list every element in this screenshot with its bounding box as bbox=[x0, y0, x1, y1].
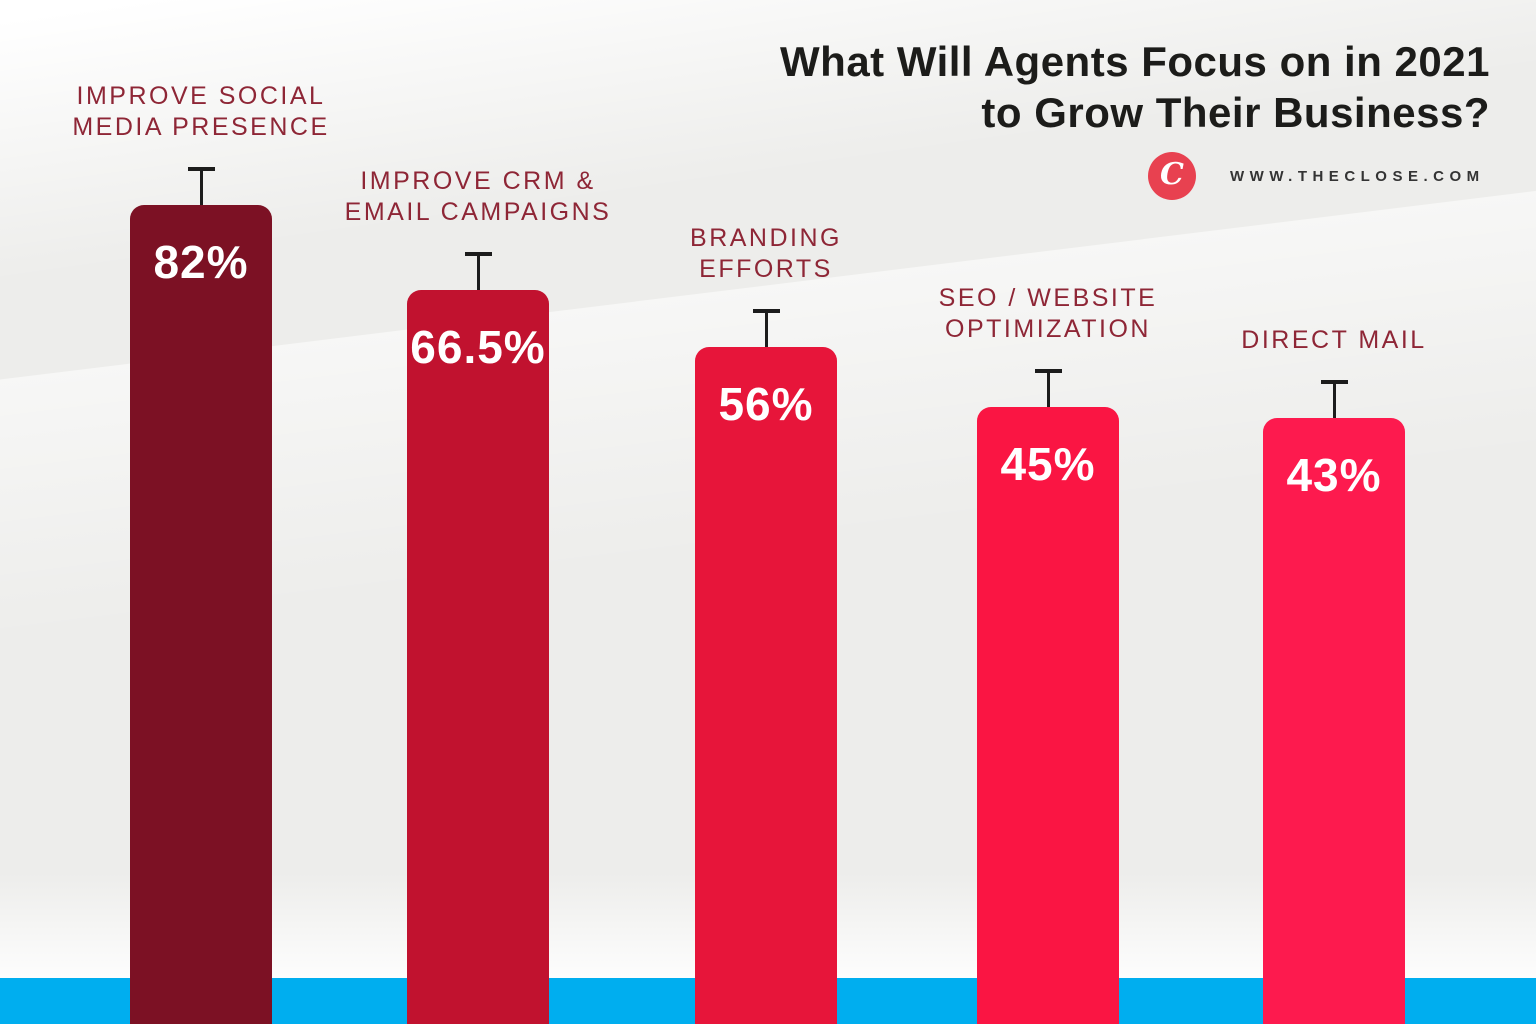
whisker-stem bbox=[1333, 382, 1336, 418]
source-url: WWW.THECLOSE.COM bbox=[1230, 167, 1485, 185]
error-whisker-icon bbox=[407, 252, 549, 290]
bar-label-improve-social-media-presence: IMPROVE SOCIAL MEDIA PRESENCE bbox=[0, 81, 421, 143]
whisker-stem bbox=[1047, 371, 1050, 407]
error-whisker-icon bbox=[130, 167, 272, 205]
bar-branding-efforts: 56% bbox=[695, 347, 837, 1024]
bar-label-line: BRANDING bbox=[690, 224, 842, 252]
bar-improve-social-media-presence: 82% bbox=[130, 205, 272, 1024]
bar-label-direct-mail: DIRECT MAIL bbox=[1114, 325, 1536, 356]
whisker-stem bbox=[765, 311, 768, 347]
bar-label-line: DIRECT MAIL bbox=[1241, 326, 1427, 354]
error-whisker-icon bbox=[695, 309, 837, 347]
error-whisker-icon bbox=[977, 369, 1119, 407]
error-whisker-icon bbox=[1263, 380, 1405, 418]
bar-label-line: MEDIA PRESENCE bbox=[72, 113, 330, 141]
bar-improve-crm-email-campaigns: 66.5% bbox=[407, 290, 549, 1024]
logo-letter: C bbox=[1160, 157, 1184, 192]
bar-label-line: IMPROVE CRM & bbox=[360, 167, 596, 195]
bar-value-label: 43% bbox=[1286, 449, 1382, 501]
chart-title-line-1: What Will Agents Focus on in 2021 bbox=[780, 38, 1490, 85]
bar-direct-mail: 43% bbox=[1263, 418, 1405, 1024]
bar-value-label: 56% bbox=[718, 378, 814, 430]
bar-seo-website-optimization: 45% bbox=[977, 407, 1119, 1024]
bar-label-line: SEO / WEBSITE bbox=[938, 284, 1158, 312]
bar-label-line: EFFORTS bbox=[699, 255, 833, 283]
bar-value-label: 45% bbox=[1000, 438, 1096, 490]
chart-title-line-2: to Grow Their Business? bbox=[981, 89, 1490, 136]
chart-title: What Will Agents Focus on in 2021 to Gro… bbox=[590, 36, 1490, 138]
bar-label-line: IMPROVE SOCIAL bbox=[76, 82, 326, 110]
theclose-logo-icon: C bbox=[1148, 152, 1196, 200]
bar-value-label: 66.5% bbox=[410, 321, 546, 373]
bar-label-improve-crm-email-campaigns: IMPROVE CRM & EMAIL CAMPAIGNS bbox=[258, 166, 698, 228]
bar-label-branding-efforts: BRANDING EFFORTS bbox=[546, 223, 986, 285]
bar-value-label: 82% bbox=[153, 236, 249, 288]
brand-block: C WWW.THECLOSE.COM bbox=[1148, 150, 1485, 202]
whisker-stem bbox=[477, 254, 480, 290]
whisker-stem bbox=[200, 169, 203, 205]
